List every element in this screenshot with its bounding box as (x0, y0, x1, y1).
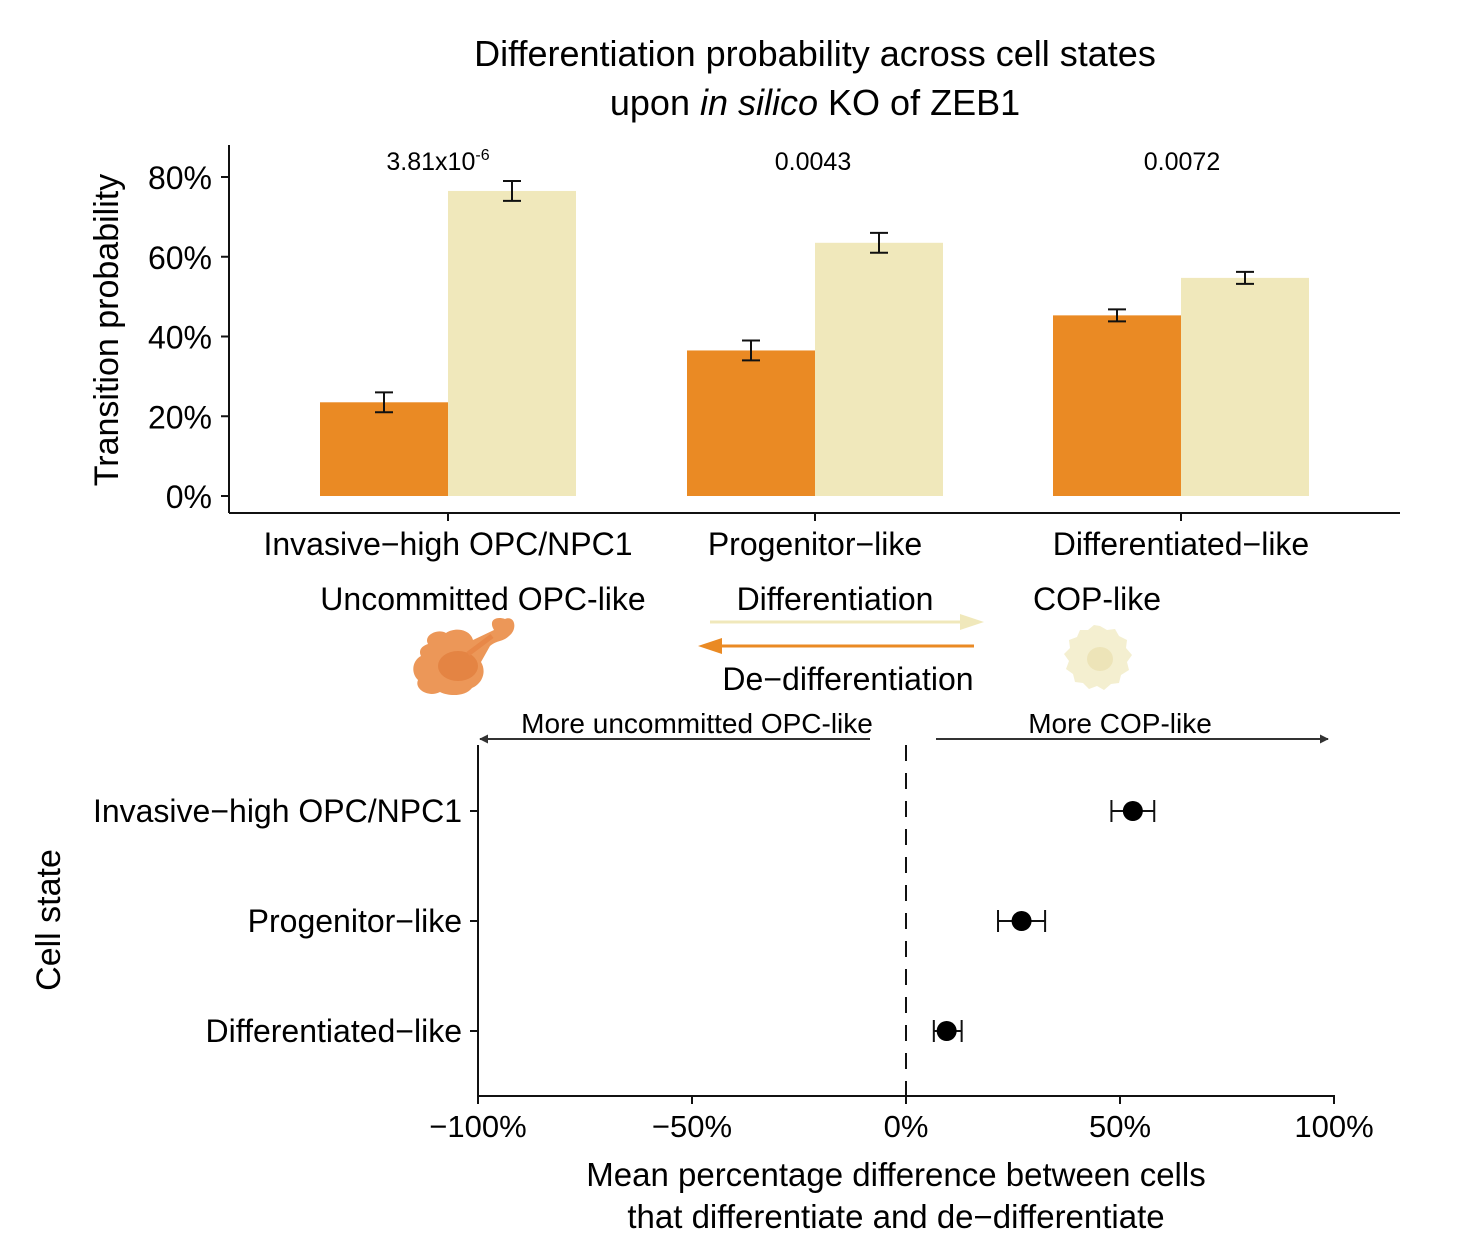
bar-dedifferentiation (1053, 315, 1181, 496)
legend-forward-label: Differentiation (737, 581, 934, 617)
bar-y-axis-ticks: 0% 20% 40% 60% 80% (148, 160, 229, 515)
cop-cell-icon (1064, 625, 1132, 690)
chart-title-line1: Differentiation probability across cell … (474, 33, 1156, 74)
bar-x-axis-labels: Invasive−high OPC/NPC1 Progenitor−like Dif… (263, 513, 1309, 562)
bar-pvalue-labels: 3.81x10-6 0.0043 0.0072 (386, 147, 1220, 176)
opc-cell-icon (413, 618, 515, 696)
bar-x-tick-label: Differentiated−like (1053, 526, 1309, 562)
legend-backward-label: De−differentiation (722, 661, 973, 697)
pvalue-label: 0.0072 (1144, 148, 1220, 176)
bar-differentiation (815, 242, 943, 496)
bar-y-tick-label: 0% (166, 479, 212, 515)
dot-x-tick-label: −100% (429, 1109, 526, 1144)
pvalue-base: 3.81x10 (386, 148, 475, 176)
dot-point (1122, 801, 1143, 821)
left-direction-label: More uncommitted OPC-like (521, 708, 873, 739)
bar-x-tick-label: Progenitor−like (708, 526, 922, 562)
dot-point (1011, 911, 1032, 931)
pvalue-base: 0.0043 (775, 148, 851, 176)
bar-x-tick-label: Invasive−high OPC/NPC1 (263, 526, 632, 562)
pvalue-label: 3.81x10-6 (386, 147, 489, 176)
bar-differentiation (1181, 277, 1309, 496)
dot-y-tick-label: Differentiated−like (206, 1013, 462, 1049)
bar-error-bars (375, 179, 1254, 414)
bar-differentiation (448, 190, 576, 497)
dot-chart: More uncommitted OPC-like More COP-like … (30, 708, 1374, 1235)
dot-y-tick-label: Invasive−high OPC/NPC1 (93, 793, 462, 829)
bar-dedifferentiation (687, 350, 815, 496)
chart-title-line2: upon in silico KO of ZEB1 (610, 82, 1020, 123)
dot-x-axis-ticks: −100% −50% 0% 50% 100% (429, 1096, 1374, 1144)
bar-y-tick-label: 80% (148, 160, 212, 196)
dot-series (932, 800, 1156, 1042)
transition-legend: Uncommitted OPC-like COP-like Differenti… (320, 581, 1161, 697)
dot-x-axis-label-line1: Mean percentage difference between cells (586, 1156, 1205, 1193)
dot-x-axis-label-line2: that differentiate and de−differentiate (627, 1198, 1164, 1235)
bar-dedifferentiation (320, 402, 448, 496)
right-direction-label: More COP-like (1028, 708, 1212, 739)
dot-x-tick-label: 100% (1294, 1109, 1373, 1144)
pvalue-base: 0.0072 (1144, 148, 1220, 176)
legend-backward-arrowhead (698, 638, 722, 654)
dot-x-tick-label: −50% (652, 1109, 732, 1144)
pvalue-exponent: -6 (475, 147, 489, 164)
bar-y-tick-label: 40% (148, 320, 212, 356)
bar-series (320, 190, 1309, 497)
bar-y-tick-label: 20% (148, 399, 212, 435)
bar-y-tick-label: 60% (148, 240, 212, 276)
bar-chart: 0% 20% 40% 60% 80% 3.81x10-6 0.0043 0.0072 Inv… (88, 145, 1400, 562)
dot-y-axis-label: Cell state (30, 849, 68, 991)
dot-y-axis-ticks: Invasive−high OPC/NPC1 Progenitor−like Dif… (93, 793, 478, 1049)
dot-x-tick-label: 50% (1089, 1109, 1151, 1144)
legend-forward-arrowhead (960, 614, 984, 630)
dot-y-tick-label: Progenitor−like (248, 903, 462, 939)
legend-left-state: Uncommitted OPC-like (320, 581, 645, 617)
dot-point (936, 1021, 957, 1041)
pvalue-label: 0.0043 (775, 148, 851, 176)
legend-right-state: COP-like (1033, 581, 1161, 617)
dot-x-tick-label: 0% (884, 1109, 929, 1144)
bar-y-axis-label: Transition probability (88, 174, 126, 486)
